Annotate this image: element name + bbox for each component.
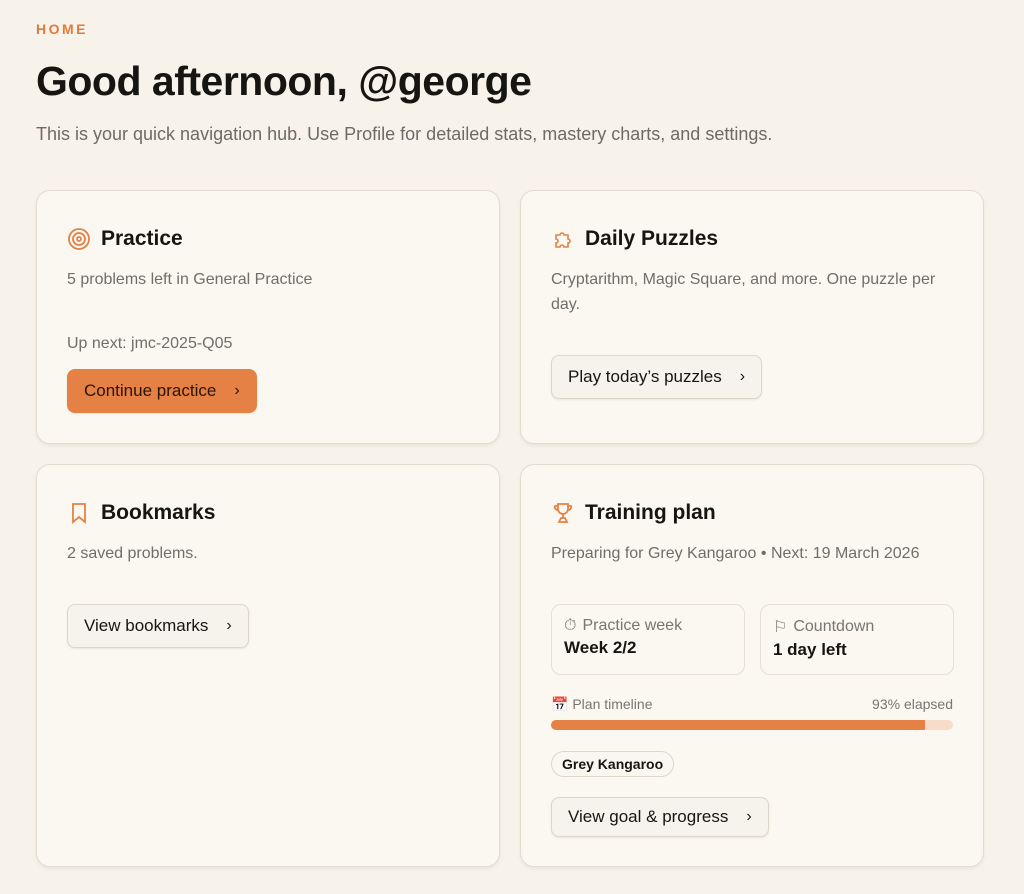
chevron-right-icon: ›: [234, 382, 240, 399]
practice-week-stat: ⏱ Practice week Week 2/2: [551, 604, 745, 675]
stat-value: 1 day left: [773, 640, 847, 659]
breadcrumb: HOME: [36, 21, 88, 37]
continue-practice-button[interactable]: Continue practice ›: [67, 369, 257, 413]
timeline-progress-bar: [551, 720, 953, 730]
goal-chip: Grey Kangaroo: [551, 751, 675, 777]
training-title: Training plan: [585, 501, 716, 524]
trophy-icon: [553, 503, 573, 523]
view-goal-button[interactable]: View goal & progress ›: [551, 797, 769, 837]
timeline-label-text: Plan timeline: [572, 696, 653, 712]
play-puzzles-button[interactable]: Play today’s puzzles ›: [551, 355, 763, 399]
chevron-right-icon: ›: [226, 617, 232, 634]
button-label: View goal & progress: [568, 807, 729, 826]
practice-card: Practice 5 problems left in General Prac…: [36, 190, 500, 444]
button-label: View bookmarks: [84, 616, 209, 635]
puzzles-title: Daily Puzzles: [585, 227, 719, 250]
bookmark-icon: [72, 503, 86, 524]
practice-desc: 5 problems left in General Practice: [67, 271, 313, 288]
puzzle-icon: [555, 232, 571, 248]
puzzles-card: Daily Puzzles Cryptarithm, Magic Square,…: [520, 190, 984, 444]
countdown-stat: ⚐ Countdown 1 day left: [760, 604, 954, 675]
bookmarks-title: Bookmarks: [101, 501, 216, 524]
training-desc: Preparing for Grey Kangaroo • Next: 19 M…: [551, 545, 920, 562]
target-icon: [68, 228, 90, 250]
page-title: Good afternoon, @george: [36, 58, 532, 104]
flag-icon: ⚐: [773, 619, 788, 636]
calendar-clock-icon: 📅: [551, 696, 569, 712]
stopwatch-icon: ⏱: [564, 617, 577, 634]
button-label: Play today’s puzzles: [568, 367, 722, 386]
plan-timeline-label: 📅 Plan timeline: [551, 696, 652, 713]
stat-label: Countdown: [793, 618, 875, 635]
elapsed-text: 93% elapsed: [872, 696, 953, 712]
chevron-right-icon: ›: [739, 368, 746, 385]
button-label: Continue practice: [84, 381, 217, 400]
view-bookmarks-button[interactable]: View bookmarks ›: [67, 604, 249, 648]
bookmarks-desc: 2 saved problems.: [67, 545, 198, 562]
stat-value: Week 2/2: [564, 638, 637, 657]
practice-title: Practice: [101, 227, 183, 250]
training-card: Training plan Preparing for Grey Kangaro…: [520, 464, 984, 867]
puzzles-desc: Cryptarithm, Magic Square, and more. One…: [551, 271, 936, 313]
page-subtitle: This is your quick navigation hub. Use P…: [36, 124, 773, 144]
practice-next: Up next: jmc-2025-Q05: [67, 335, 233, 352]
timeline-progress-fill: [551, 720, 925, 730]
chevron-right-icon: ›: [746, 808, 752, 825]
stat-label: Practice week: [582, 617, 683, 634]
bookmarks-card: Bookmarks 2 saved problems. View bookmar…: [36, 464, 500, 867]
